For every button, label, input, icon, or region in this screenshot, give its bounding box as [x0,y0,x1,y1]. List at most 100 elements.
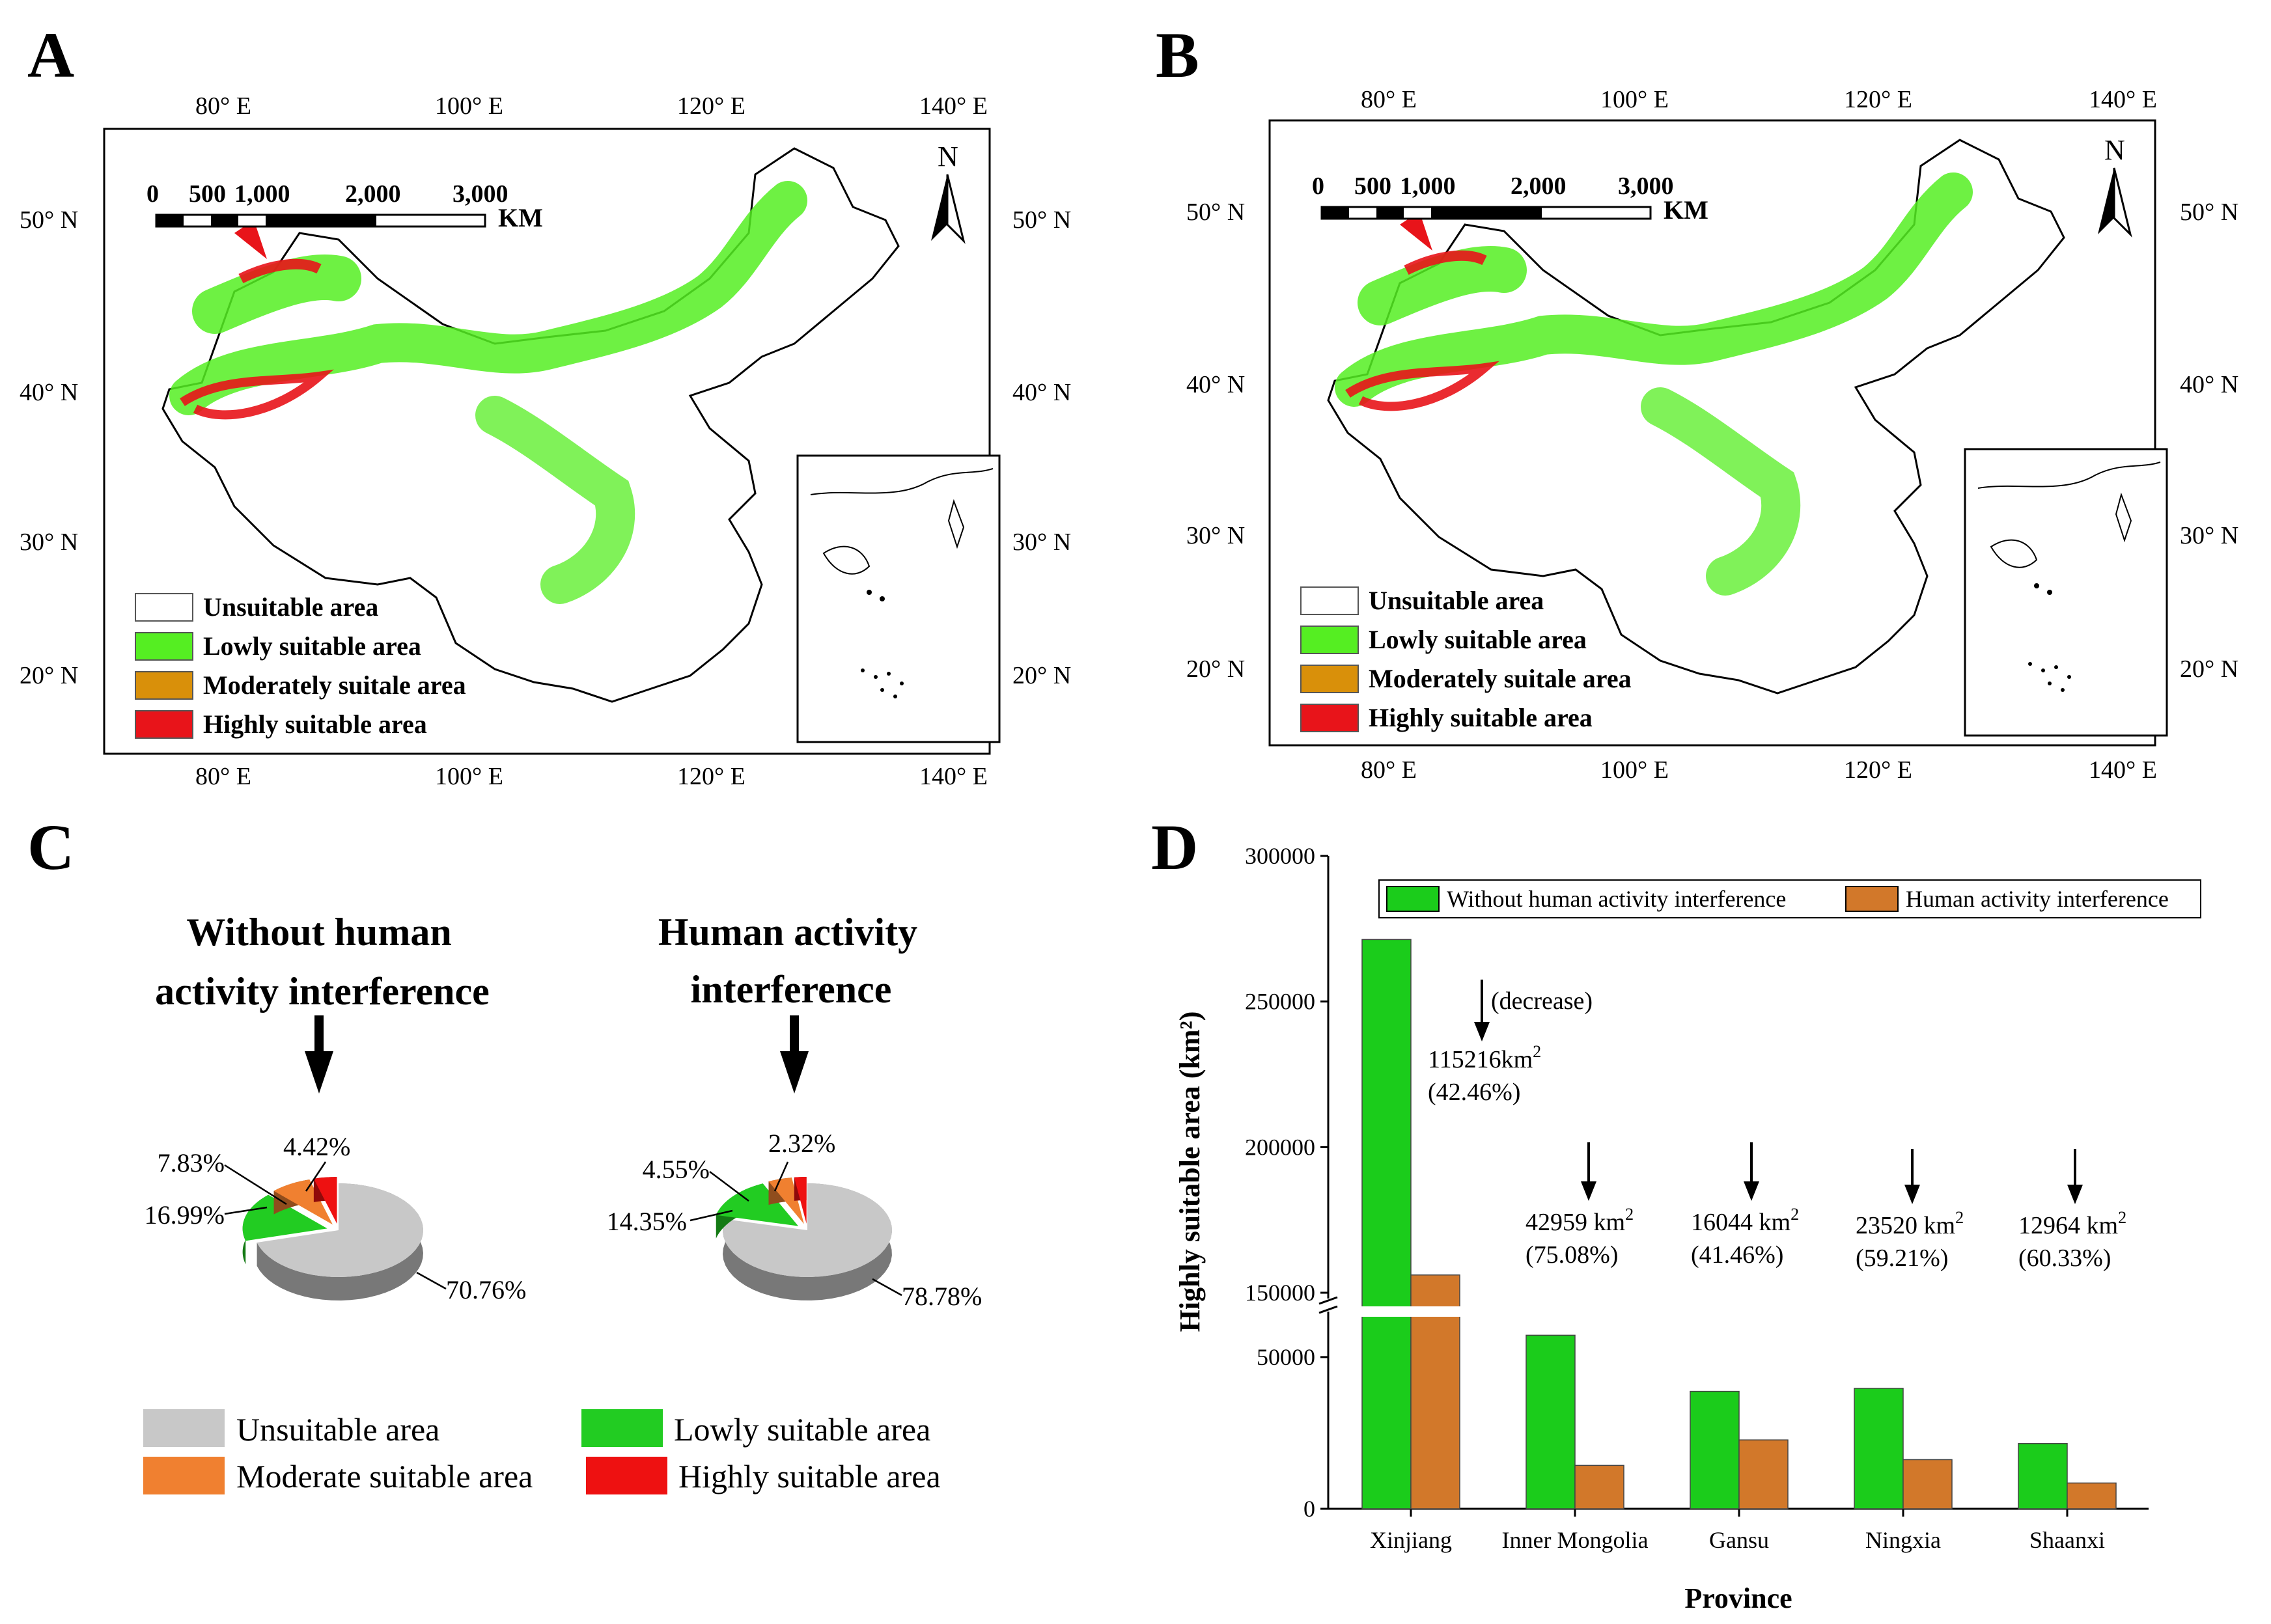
svg-text:120° E: 120° E [677,92,745,120]
svg-text:120° E: 120° E [677,763,745,790]
svg-text:(42.46%): (42.46%) [1428,1079,1520,1106]
panel-label-d: D [1151,811,1198,883]
bar-inner-mongolia-without [1526,1334,1576,1509]
y-tick-label: 50000 [1257,1344,1315,1370]
legend-label-highly: Highly suitable area [678,1458,941,1494]
bar-legend-label-without: Without human activity interference [1447,886,1786,912]
y-tick-label: 250000 [1245,989,1315,1015]
svg-text:20° N: 20° N [1012,662,1071,689]
svg-text:120° E: 120° E [1844,86,1912,113]
annotation-xinjiang: (decrease) 115216km2 (42.46%) [1428,980,1593,1106]
legend-label-lowly: Lowly suitable area [674,1411,930,1448]
svg-text:2,000: 2,000 [1511,172,1567,200]
svg-text:100° E: 100° E [435,763,503,790]
svg-text:(75.08%): (75.08%) [1526,1241,1618,1269]
lat-labels-left-b: 50° N 40° N 30° N 20° N [1186,199,1245,683]
svg-text:N: N [2104,134,2125,166]
down-arrow [780,1015,809,1094]
svg-text:Moderately suitale area: Moderately suitale area [203,670,466,700]
svg-text:Highly suitable area: Highly suitable area [203,709,427,739]
lon-labels-bottom-b: 80° E 100° E 120° E 140° E [1361,756,2157,784]
svg-text:KM: KM [498,203,543,232]
svg-text:3,000: 3,000 [453,180,509,208]
bar-shaanxi-without [2018,1443,2068,1509]
svg-text:120° E: 120° E [1844,756,1912,784]
bar-shaanxi-human [2067,1482,2117,1509]
y-tick-label: 0 [1303,1496,1315,1522]
y-tick-label: 300000 [1245,843,1315,869]
map-legend-b: Unsuitable area Lowly suitable area Mode… [1300,586,1632,732]
axis-break-mark [1318,1296,1338,1305]
svg-text:30° N: 30° N [20,529,78,556]
svg-text:80° E: 80° E [195,92,251,120]
pie-title-line-2: activity interference [155,970,490,1013]
pie-2-label-moderate: 4.55% [643,1155,710,1184]
svg-text:100° E: 100° E [1600,756,1669,784]
pie-slice-highly [313,1177,337,1224]
lat-labels-right-b: 50° N 40° N 30° N 20° N [2180,199,2238,683]
bar-legend-swatch-human [1845,886,1899,912]
down-arrow [305,1015,333,1094]
bar-gansu-without [1690,1390,1740,1509]
svg-text:Unsuitable area: Unsuitable area [203,592,378,622]
pie-2-label-highly: 2.32% [768,1129,835,1158]
decrease-annotations: (decrease) 115216km2 (42.46%) 42959 km2 … [1428,980,2126,1272]
bar-legend: Without human activity interference Huma… [1378,879,2201,918]
pie-slice-lowly [242,1194,327,1265]
svg-text:KM: KM [1664,195,1708,225]
lon-labels-top-a: 80° E 100° E 120° E 140° E [195,92,988,120]
svg-text:140° E: 140° E [2089,756,2157,784]
svg-text:30° N: 30° N [2180,522,2238,549]
lon-labels-top-b: 80° E 100° E 120° E 140° E [1361,86,2157,113]
pie-1-leader-lines [224,1161,447,1290]
svg-text:0: 0 [146,180,159,208]
svg-text:30° N: 30° N [1012,529,1071,556]
annotation-inner-mongolia: 42959 km2 (75.08%) [1526,1142,1634,1269]
axis-break-mark [1318,1305,1338,1314]
legend-label-moderate: Moderate suitable area [236,1458,533,1494]
south-china-sea-inset [796,454,1001,743]
annotation-ningxia: 23520 km2 (59.21%) [1856,1149,1964,1272]
pie-1-label-unsuitable: 70.76% [446,1275,526,1304]
pie-slice-highly [794,1177,807,1224]
svg-text:40° N: 40° N [2180,371,2238,398]
north-arrow-b: N [2098,134,2132,238]
pie-title-line-1: Human activity [658,911,917,954]
svg-text:(41.46%): (41.46%) [1691,1241,1783,1269]
svg-text:100° E: 100° E [1600,86,1669,113]
map-legend-a: Unsuitable area Lowly suitable area Mode… [135,592,466,739]
svg-text:140° E: 140° E [919,92,988,120]
pie-1-label-lowly: 16.99% [145,1200,225,1230]
panel-label-a: A [27,19,74,91]
map-b: 80° E 100° E 120° E 140° E 80° E 100° E … [1186,86,2238,784]
svg-text:Moderately suitale area: Moderately suitale area [1369,664,1632,693]
bar-chart: 0 50000 150000 200000 250000 300000 Xinjiang In… [1174,843,2201,1614]
bar-axes: 0 50000 150000 200000 250000 300000 Xinjiang In… [1245,843,2149,1553]
pie-2-leader-lines [690,1161,902,1297]
pie-title-line-2: interference [691,968,892,1011]
legend-swatch-highly [586,1457,667,1494]
svg-text:50° N: 50° N [1186,199,1245,226]
bar-legend-swatch-without [1386,886,1440,912]
svg-text:80° E: 80° E [195,763,251,790]
pie-slice-lowly [716,1183,799,1239]
x-axis-title: Province [1684,1582,1792,1614]
pie-title-line-1: Without human [186,911,451,954]
svg-text:(59.21%): (59.21%) [1856,1245,1948,1272]
pie-chart-human: Human activity interference 4.55% 2.32% … [607,911,982,1311]
svg-text:40° N: 40° N [1186,371,1245,398]
legend-swatch-lowly [581,1409,663,1447]
svg-text:40° N: 40° N [1012,379,1071,406]
bar-legend-label-human: Human activity interference [1906,886,2169,912]
legend-swatch-unsuitable [143,1409,225,1447]
svg-text:Unsuitable area: Unsuitable area [1369,586,1544,615]
x-tick-label: Ningxia [1865,1527,1941,1553]
svg-text:20° N: 20° N [20,662,78,689]
pie-2-slices [716,1177,892,1301]
pie-chart-without-human: Without human activity interference 7.83… [145,911,527,1304]
svg-text:(decrease): (decrease) [1491,987,1593,1015]
svg-text:140° E: 140° E [919,763,988,790]
south-china-sea-inset [1964,448,2168,737]
x-tick-label: Inner Mongolia [1502,1527,1649,1553]
